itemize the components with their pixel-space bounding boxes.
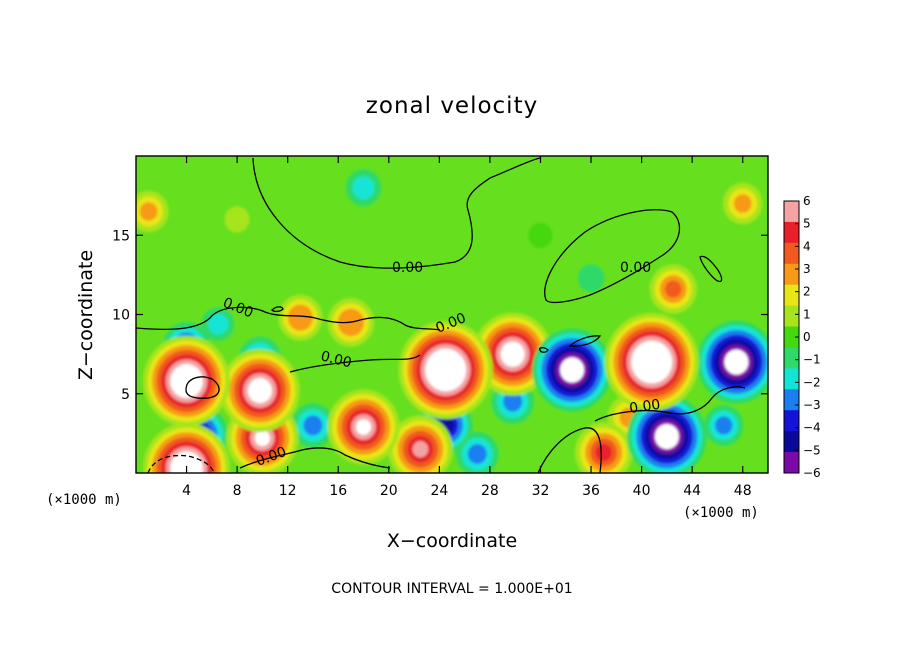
contour-line (289, 354, 421, 373)
colorbar-tick-label: 5 (803, 217, 811, 231)
colorbar-tick-label: −4 (803, 421, 821, 435)
colorbar-swatch (784, 305, 799, 328)
contour-line (185, 376, 220, 399)
field-patch (224, 206, 250, 233)
colorbar-swatch (784, 326, 799, 348)
colorbar-swatch (784, 201, 799, 223)
colorbar-tick-label: −6 (803, 466, 821, 480)
colorbar-tick-label: 4 (803, 239, 811, 253)
contour-line (544, 209, 681, 304)
x-axis: 4 8 12 16 20 24 28 32 36 40 44 48 (182, 156, 752, 499)
x-tick-label: 16 (329, 483, 347, 499)
field-patch (728, 354, 744, 370)
field-patch (505, 346, 521, 362)
field-patch (577, 264, 605, 292)
y-tick-label: 5 (121, 387, 130, 403)
colorbar-swatch (784, 263, 799, 286)
colorbar: 6 5 4 3 2 1 0 −1 −2 −3 −4 −5 −6 (783, 194, 821, 480)
field-patch (644, 354, 659, 370)
colorbar-tick-label: −1 (803, 353, 821, 367)
x-tick-label: 12 (279, 483, 297, 499)
colorbar-tick-label: 1 (803, 307, 811, 321)
zero-contours (136, 157, 746, 473)
contour-line (537, 427, 602, 473)
contour-line (147, 454, 215, 473)
y-tick-label: 15 (112, 228, 130, 244)
x-tick-label: 20 (380, 483, 398, 499)
x-tick-label: 28 (481, 483, 499, 499)
field-patch (252, 382, 268, 399)
field-patch (595, 443, 612, 461)
field-patch (352, 176, 375, 200)
field-patch (664, 280, 682, 298)
field-patch (254, 430, 271, 447)
colorbar-tick-label: −5 (803, 443, 821, 457)
contour-line (594, 386, 746, 422)
y-axis: 5 10 15 (112, 228, 768, 403)
field-patch (503, 391, 523, 412)
contour-line (568, 335, 602, 347)
field-patch (659, 428, 675, 445)
field-patch (564, 362, 580, 378)
colorbar-swatch (784, 431, 799, 453)
y-tick-label: 10 (112, 308, 130, 324)
x-tick-label: 8 (233, 483, 242, 499)
colorbar-swatch (784, 347, 799, 369)
x-tick-label: 40 (633, 483, 651, 499)
field-patch (528, 222, 553, 248)
field-patch (139, 202, 158, 221)
contour-label: 0.00 (392, 260, 423, 276)
contour-line (252, 157, 541, 269)
x-unit-left: (×1000 m) (46, 492, 122, 508)
colorbar-tick-label: 0 (803, 330, 811, 344)
contour-label: 0.00 (319, 348, 353, 371)
field-patch (179, 373, 194, 389)
x-tick-label: 24 (430, 483, 448, 499)
field-patch (438, 362, 453, 378)
plot-area: 0.00 0.00 0.00 0.00 0.00 0.00 0.00 (135, 155, 769, 474)
contour-line (699, 255, 723, 283)
contour-line (239, 447, 391, 469)
colorbar-swatch (784, 452, 799, 474)
colorbar-tick-label: 6 (803, 194, 811, 208)
field-patch (412, 441, 429, 458)
colorbar-swatch (784, 389, 799, 411)
colorbar-swatch (784, 242, 799, 265)
x-tick-label: 44 (683, 483, 701, 499)
chart-title: zonal velocity (366, 93, 538, 119)
contour-interval-note: CONTOUR INTERVAL = 1.000E+01 (331, 581, 572, 597)
colorbar-swatch (784, 221, 799, 244)
colorbar-swatch (784, 368, 799, 390)
field-patch (733, 194, 752, 213)
x-tick-label: 4 (182, 483, 191, 499)
field-patch (303, 415, 323, 436)
colorbar-tick-label: 2 (803, 285, 811, 299)
field-patch (467, 444, 487, 464)
colorbar-swatch (784, 410, 799, 432)
contour-line (136, 306, 441, 331)
y-axis-title: Z−coordinate (75, 250, 97, 380)
field-patch (208, 313, 229, 335)
field-patch (355, 419, 372, 435)
velocity-field (136, 169, 768, 473)
x-unit-right: (×1000 m) (683, 505, 759, 521)
field-patch (292, 309, 309, 326)
colorbar-tick-label: −2 (803, 375, 821, 389)
contour-line (538, 347, 549, 353)
colorbar-swatch (784, 284, 799, 307)
x-tick-label: 48 (734, 483, 752, 499)
colorbar-tick-label: −3 (803, 398, 821, 412)
colorbar-tick-label: 3 (803, 262, 811, 276)
contour-line (271, 306, 284, 313)
contour-label: 0.00 (628, 397, 661, 417)
field-patch (715, 416, 733, 435)
x-tick-label: 32 (532, 483, 550, 499)
contour-label: 0.00 (620, 260, 651, 276)
x-axis-title: X−coordinate (387, 530, 517, 552)
x-tick-label: 36 (582, 483, 600, 499)
